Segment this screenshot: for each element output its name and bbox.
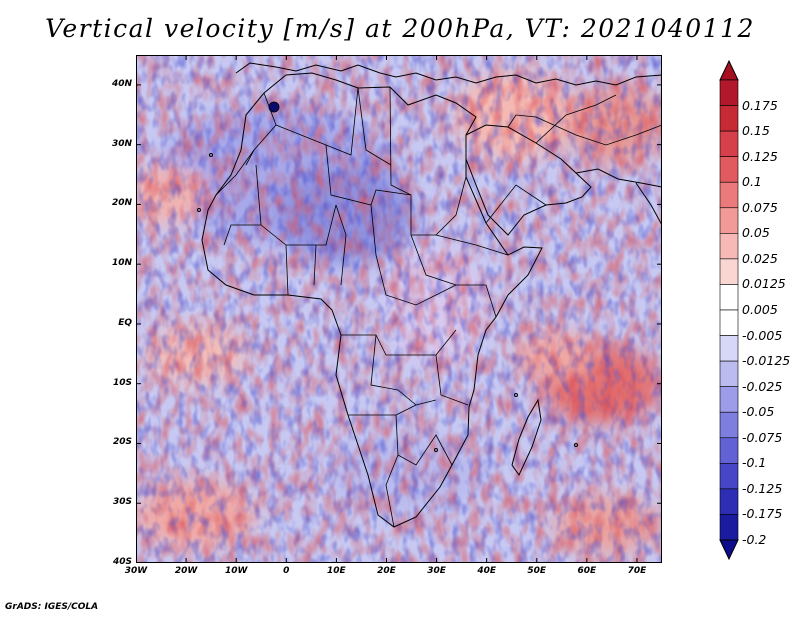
colorbar-label: 0.0125 [742, 276, 786, 292]
latitude-label: 10S [112, 377, 132, 388]
colorbar-label: 0.075 [742, 199, 778, 215]
colorbar-swatch [719, 181, 739, 209]
colorbar-label: 0.175 [742, 97, 778, 113]
colorbar-swatch [719, 79, 739, 106]
map-frame [136, 55, 662, 563]
latitude-label: EQ [118, 317, 132, 328]
longitude-label: 20W [174, 566, 198, 576]
longitude-label: 10E [327, 566, 346, 576]
colorbar-top-arrow [719, 60, 739, 81]
latitude-label: 40S [112, 557, 132, 567]
latitude-label: 20S [112, 437, 132, 448]
longitude-label: 30W [124, 566, 148, 576]
longitude-label: 20E [377, 566, 396, 576]
colorbar-swatch [719, 233, 739, 260]
colorbar-label: -0.075 [742, 429, 783, 445]
latitude-label: 40N [111, 78, 132, 89]
longitude-label: 10W [224, 566, 248, 576]
colorbar-swatch [719, 130, 739, 157]
longitude-label: 0 [283, 566, 290, 576]
colorbar-label: -0.025 [742, 378, 783, 394]
map-canvas[interactable] [136, 55, 662, 563]
colorbar-swatch [719, 514, 739, 541]
colorbar-swatch [719, 258, 739, 285]
map-title: Vertical velocity [m/s] at 200hPa, VT: 2… [45, 14, 755, 43]
longitude-label: 40E [477, 566, 496, 576]
colorbar-label: 0.005 [742, 302, 778, 317]
latitude-label: 10N [111, 258, 132, 269]
colorbar-bottom-arrow [719, 539, 739, 560]
longitude-label: 70E [627, 566, 647, 576]
colorbar: 0.175 0.15 0.125 0.1 0.075 0.05 0.025 0.0125 0.0… [718, 60, 800, 560]
colorbar-swatches [719, 60, 739, 560]
madagascar-coastline [511, 398, 542, 476]
map-panel[interactable] [136, 55, 662, 563]
colorbar-label: 0.125 [742, 148, 778, 164]
colorbar-swatch [719, 386, 739, 413]
latitude-label: 30S [112, 497, 132, 508]
longitude-label: 30E [427, 566, 446, 576]
colorbar-swatch [719, 309, 739, 336]
africa-coastline [201, 72, 543, 528]
longitude-label: 50E [527, 566, 547, 576]
colorbar-label: 0.1 [742, 174, 762, 190]
longitude-label: 60E [577, 566, 597, 576]
colorbar-label: -0.2 [742, 532, 767, 547]
colorbar-swatch [719, 156, 739, 183]
europe-coastline [235, 62, 662, 86]
country-borders [215, 86, 662, 528]
colorbar-label: -0.05 [742, 404, 775, 420]
field-texture-negative [136, 55, 662, 563]
latitude-label: 30N [111, 138, 132, 149]
colorbar-swatch [719, 411, 739, 439]
colorbar-swatch [719, 360, 739, 387]
colorbar-label: -0.1 [742, 455, 767, 471]
colorbar-label: 0.15 [742, 123, 770, 139]
colorbar-swatch [719, 335, 739, 362]
colorbar-swatch [719, 105, 739, 132]
colorbar-label: 0.05 [742, 225, 770, 241]
colorbar-swatch [719, 488, 739, 515]
india-coastline [635, 182, 662, 226]
colorbar-swatch [719, 463, 739, 490]
latitude-label: 20N [111, 198, 132, 209]
colorbar-label: -0.005 [742, 327, 783, 343]
colorbar-label: -0.175 [742, 506, 783, 522]
iran-coastline [575, 168, 662, 188]
colorbar-label: 0.025 [742, 250, 778, 266]
colorbar-swatch [719, 284, 739, 311]
colorbar-label: -0.125 [742, 480, 783, 496]
arabia-coastline [465, 124, 592, 236]
colorbar-swatch [719, 207, 739, 234]
axis-ticks [136, 55, 662, 563]
colorbar-swatch [719, 437, 739, 464]
colorbar-label: -0.0125 [742, 353, 791, 369]
coastlines [197, 62, 662, 528]
footer-credit: GrADS: IGES/COLA [5, 602, 99, 612]
